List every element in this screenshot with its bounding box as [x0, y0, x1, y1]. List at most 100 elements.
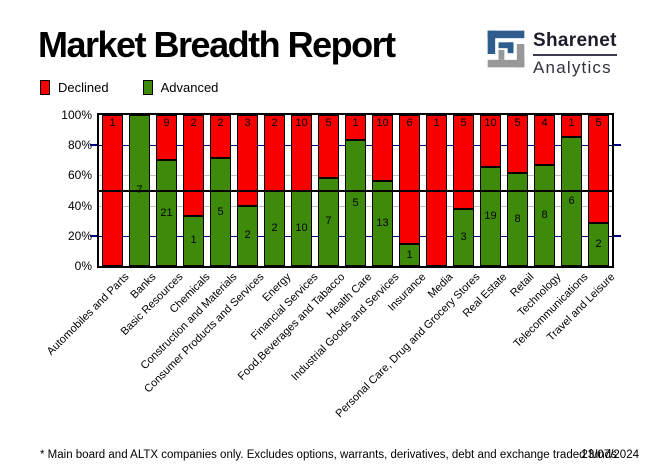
- declined-segment: 10: [372, 115, 393, 181]
- declined-count-label: 9: [163, 117, 170, 129]
- declined-segment: 2: [183, 115, 204, 216]
- stacked-bar: 10 10: [291, 115, 312, 266]
- declined-count-label: 6: [406, 117, 413, 129]
- chart-plot-area: 1792121253222101057151013611531019584816…: [90, 113, 621, 268]
- stacked-bar: 10 13: [372, 115, 393, 266]
- declined-count-label: 1: [433, 117, 440, 129]
- declined-segment: 2: [210, 115, 231, 159]
- declined-segment: 4: [534, 115, 555, 166]
- bar-group: 10 19: [477, 115, 504, 266]
- declined-swatch-icon: [40, 80, 50, 95]
- advanced-segment: 13: [372, 180, 393, 266]
- plot-inner: 1792121253222101057151013611531019584816…: [90, 115, 621, 266]
- advanced-segment: 8: [534, 165, 555, 266]
- declined-count-label: 5: [514, 117, 521, 129]
- sharenet-s-icon: [487, 30, 525, 68]
- declined-segment: 9: [156, 115, 177, 161]
- advanced-segment: 5: [210, 158, 231, 266]
- advanced-segment: 7: [318, 177, 339, 266]
- declined-count-label: 10: [484, 117, 497, 129]
- advanced-segment: 19: [480, 167, 501, 266]
- bar-group: 9 21: [153, 115, 180, 266]
- logo-division: Analytics: [533, 58, 612, 77]
- y-axis-tick: [614, 144, 621, 147]
- advanced-count-label: 1: [190, 234, 197, 247]
- footnote: * Main board and ALTX companies only. Ex…: [40, 449, 617, 461]
- page-title: Market Breadth Report: [38, 24, 396, 65]
- declined-count-label: 4: [541, 117, 548, 129]
- advanced-count-label: 2: [595, 237, 602, 250]
- legend-advanced-label: Advanced: [160, 80, 219, 95]
- y-axis-tick: [614, 234, 621, 237]
- stacked-bar: 9 21: [156, 115, 177, 266]
- advanced-segment: 2: [264, 190, 285, 266]
- declined-count-label: 5: [595, 117, 602, 129]
- advanced-count-label: 8: [541, 209, 548, 222]
- advanced-count-label: 8: [514, 213, 521, 226]
- y-axis-label: 60%: [67, 168, 92, 183]
- advanced-segment: 6: [561, 136, 582, 266]
- advanced-count-label: 6: [568, 194, 575, 207]
- declined-segment: 5: [318, 115, 339, 178]
- declined-segment: 1: [561, 115, 582, 137]
- report-date: 23/07/2024: [581, 449, 639, 461]
- legend-declined-label: Declined: [58, 80, 109, 95]
- declined-count-label: 2: [217, 117, 224, 129]
- advanced-segment: 8: [507, 173, 528, 266]
- y-axis-label: 100%: [61, 108, 92, 122]
- declined-count-label: 1: [109, 117, 116, 129]
- logo-name: Sharenet: [533, 30, 617, 51]
- advanced-count-label: 13: [376, 216, 389, 229]
- declined-count-label: 2: [190, 117, 197, 129]
- declined-count-label: 10: [295, 117, 308, 129]
- legend-item-advanced: Advanced: [142, 80, 219, 95]
- advanced-count-label: 5: [352, 196, 359, 209]
- advanced-segment: 5: [345, 140, 366, 266]
- bar-group: 10 13: [369, 115, 396, 266]
- declined-count-label: 1: [568, 117, 575, 129]
- declined-count-label: 1: [352, 117, 359, 129]
- declined-segment: 10: [291, 115, 312, 191]
- y-axis-label: 20%: [67, 228, 92, 243]
- advanced-segment: 2: [237, 205, 258, 266]
- logo-divider: [533, 54, 617, 56]
- declined-count-label: 2: [271, 117, 278, 129]
- fifty-percent-line: [99, 189, 612, 192]
- y-axis-label: 80%: [67, 138, 92, 153]
- legend-item-declined: Declined: [40, 80, 109, 95]
- advanced-swatch-icon: [142, 80, 153, 95]
- advanced-count-label: 10: [295, 221, 308, 234]
- advanced-count-label: 21: [160, 206, 173, 219]
- declined-segment: 10: [480, 115, 501, 168]
- advanced-segment: 1: [183, 215, 204, 266]
- declined-segment: 2: [264, 115, 285, 191]
- advanced-segment: 1: [399, 244, 420, 266]
- advanced-segment: 21: [156, 160, 177, 266]
- y-axis-tick: [90, 144, 97, 147]
- advanced-count-label: 1: [406, 248, 413, 261]
- declined-segment: 1: [345, 115, 366, 141]
- declined-segment: 5: [453, 115, 474, 210]
- bar-group: 10 10: [288, 115, 315, 266]
- legend: Declined Advanced: [40, 80, 218, 95]
- declined-count-label: 5: [325, 117, 332, 129]
- y-axis-tick: [90, 234, 97, 237]
- advanced-count-label: 7: [325, 215, 332, 228]
- declined-segment: 6: [399, 115, 420, 245]
- sharenet-logo: Sharenet Analytics: [486, 29, 617, 78]
- declined-count-label: 5: [460, 117, 467, 129]
